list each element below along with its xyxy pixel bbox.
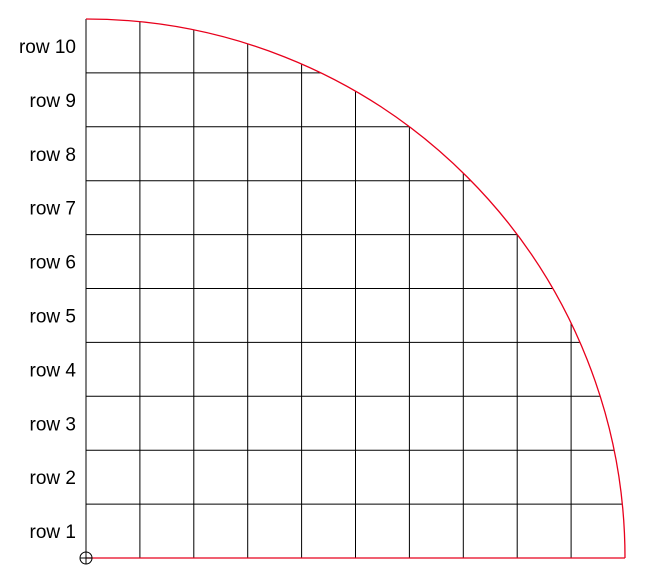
row-label: row 3 (30, 414, 76, 435)
row-label: row 4 (30, 360, 77, 381)
row-label: row 5 (30, 306, 76, 327)
crosshair-circle-icon (79, 551, 93, 565)
quarter-circle-arc (85, 18, 626, 559)
row-label: row 7 (30, 199, 76, 220)
row-label: row 8 (30, 145, 76, 166)
row-label: row 9 (30, 91, 76, 112)
row-label: row 1 (30, 522, 76, 543)
row-label: row 10 (19, 37, 76, 58)
grid-lines (85, 19, 623, 558)
row-labels: row 1 row 2 row 3 row 4 row 5 row 6 row 7 row 8… (19, 37, 76, 543)
row-label: row 6 (30, 253, 76, 274)
row-label: row 2 (30, 468, 76, 489)
